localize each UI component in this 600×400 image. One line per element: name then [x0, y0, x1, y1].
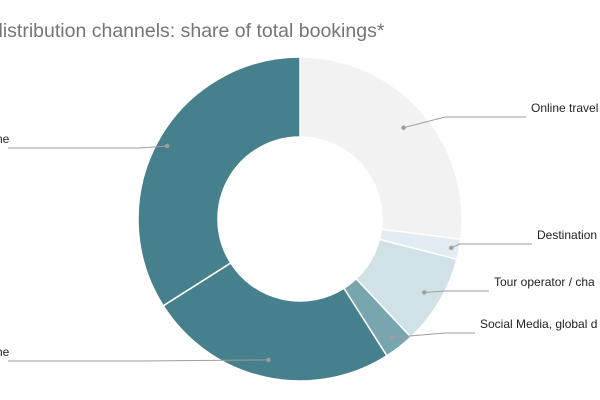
donut-slice-5 — [137, 56, 301, 307]
slice-label-2: Tour operator / cha — [494, 275, 595, 289]
donut-slice-4 — [162, 261, 388, 382]
slice-label-1: Destination — [537, 228, 597, 242]
chart-title: distribution channels: share of total bo… — [0, 20, 385, 42]
leader-line-2 — [424, 290, 489, 294]
slice-label-3: Social Media, global d — [480, 317, 597, 331]
leader-line-0 — [403, 116, 526, 129]
leader-line-5 — [8, 145, 168, 149]
leader-dot-2 — [422, 290, 427, 295]
slice-label-4: ne — [0, 345, 10, 359]
slice-labels-layer: Online travel Destination Tour operator / … — [0, 101, 598, 359]
leader-line-1 — [451, 243, 532, 249]
slice-label-5: ne — [0, 132, 10, 146]
slice-label-0: Online travel — [531, 101, 598, 115]
leader-dot-5 — [164, 143, 170, 149]
slices-layer — [137, 56, 463, 382]
leader-dot-3 — [389, 335, 395, 340]
leader-dot-1 — [449, 245, 454, 251]
leader-dot-4 — [266, 357, 271, 363]
leader-dot-0 — [401, 125, 406, 130]
leader-lines-layer — [8, 116, 532, 363]
donut-slice-0 — [299, 56, 463, 241]
leader-line-4 — [8, 359, 269, 362]
leader-line-3 — [391, 332, 475, 339]
